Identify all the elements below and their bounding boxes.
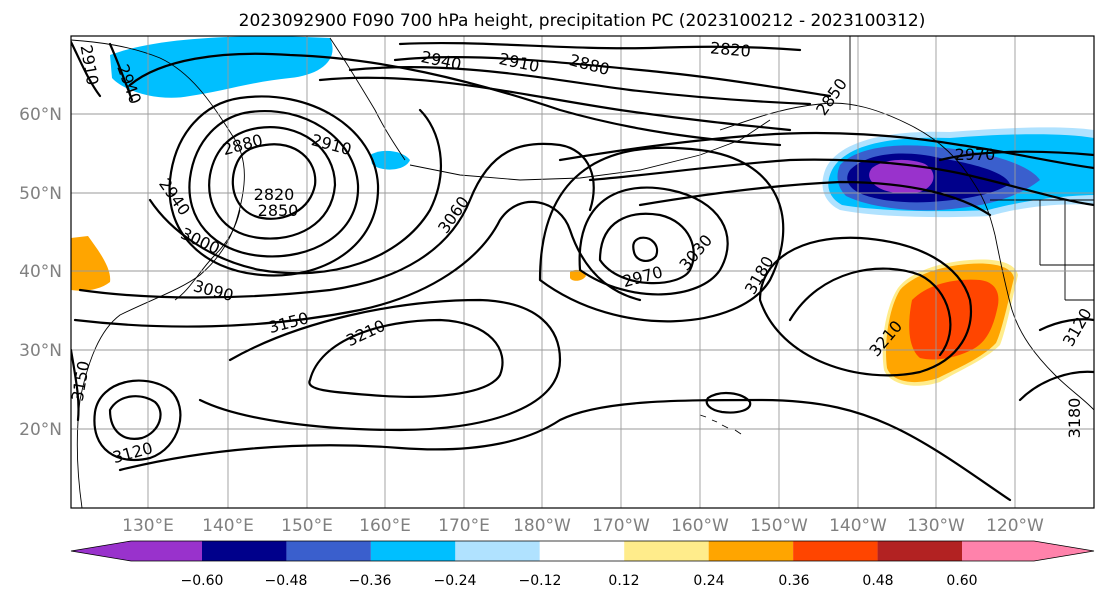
contour-low-4 bbox=[168, 95, 380, 277]
state-borders bbox=[1039, 200, 1094, 301]
colorbar-segment bbox=[202, 541, 287, 561]
precip-blob-japan-small bbox=[370, 150, 410, 170]
precip-blob-gulf-alaska-purple bbox=[869, 159, 934, 194]
lon-label: 170°E bbox=[438, 516, 490, 536]
contour-west-edge-2910 bbox=[71, 40, 102, 98]
lat-label: 50°N bbox=[19, 184, 62, 204]
lon-label: 140°E bbox=[202, 516, 254, 536]
contour-2940-north bbox=[128, 52, 782, 147]
colorbar-segment bbox=[286, 541, 371, 561]
contour-label: 2850 bbox=[258, 201, 299, 220]
figure-title: 2023092900 F090 700 hPa height, precipit… bbox=[239, 11, 926, 31]
contour-2850 bbox=[393, 56, 832, 98]
contour-ridge-1 bbox=[558, 131, 1094, 170]
precip-blob-nw-light-blue bbox=[110, 36, 333, 98]
coastline-asia bbox=[71, 39, 245, 508]
contour-low-3 bbox=[188, 109, 360, 258]
contour-ridge-3 bbox=[638, 180, 992, 217]
colorbar-tick-label: −0.60 bbox=[181, 573, 224, 589]
colorbar-segment bbox=[877, 541, 962, 561]
colorbar-outline bbox=[70, 540, 1095, 562]
contour-hawaii-high bbox=[705, 392, 752, 414]
contour-ridge-2 bbox=[588, 158, 1094, 207]
contour-label: 2820 bbox=[709, 38, 751, 60]
lon-label: 170°W bbox=[592, 516, 650, 536]
colorbar-segment bbox=[793, 541, 878, 561]
coastlines bbox=[71, 36, 1094, 508]
lon-label: 150°W bbox=[750, 516, 808, 536]
contour-3120-trough bbox=[538, 146, 785, 323]
lon-label: 140°W bbox=[829, 516, 887, 536]
contour-3210 bbox=[308, 318, 504, 398]
lat-label: 60°N bbox=[19, 105, 62, 125]
colorbar-segment bbox=[962, 541, 1094, 561]
contour-east-2970 bbox=[938, 150, 1094, 162]
colorbar-tick-label: −0.12 bbox=[519, 573, 562, 589]
colorbar-tick-label: 0.36 bbox=[778, 573, 809, 589]
lon-label: 160°W bbox=[671, 516, 729, 536]
contour-label: 2820 bbox=[254, 185, 295, 204]
colorbar-tick-label: 0.48 bbox=[862, 573, 893, 589]
colorbar-tick-labels: −0.60 −0.48 −0.36 −0.24 −0.12 0.12 0.24 … bbox=[181, 573, 978, 589]
contour-east-3180 bbox=[1018, 370, 1094, 402]
contour-low-1 bbox=[231, 143, 317, 220]
lon-label: 120°W bbox=[986, 516, 1044, 536]
coastline-aleutians bbox=[409, 119, 771, 181]
lon-label: 130°W bbox=[907, 516, 965, 536]
lat-label: 30°N bbox=[19, 341, 62, 361]
map-frame bbox=[70, 35, 1095, 509]
coastline-kamchatka bbox=[329, 37, 406, 161]
contour-2970-trough bbox=[598, 212, 695, 285]
colorbar-segment bbox=[708, 541, 794, 561]
hawaii-islands bbox=[699, 414, 742, 435]
contour-west-edge-2940 bbox=[108, 42, 134, 102]
contour-3030-trough bbox=[578, 186, 729, 296]
contour-3000 bbox=[148, 108, 442, 275]
contour-west-3150 bbox=[71, 348, 80, 422]
contour-east-3120 bbox=[1038, 318, 1094, 332]
colorbar-segment bbox=[71, 541, 202, 561]
contour-3060 bbox=[78, 142, 595, 299]
contour-3210-east bbox=[788, 267, 952, 357]
colorbar-tick-label: −0.36 bbox=[349, 573, 392, 589]
precip-blob-california-red bbox=[909, 279, 999, 360]
colorbar-segment bbox=[455, 541, 540, 561]
contour-trough-low bbox=[632, 236, 659, 262]
contour-label: 2970 bbox=[955, 145, 996, 164]
colorbar-segment bbox=[539, 541, 625, 561]
contour-2910-north bbox=[318, 76, 792, 132]
contour-low-2 bbox=[208, 126, 337, 240]
latitude-labels: 20°N 30°N 40°N 50°N 60°N bbox=[19, 105, 62, 440]
colorbar: −0.60 −0.48 −0.36 −0.24 −0.12 0.12 0.24 … bbox=[70, 540, 1095, 589]
colorbar-segment bbox=[624, 541, 709, 561]
colorbar-tick-label: 0.24 bbox=[693, 573, 724, 589]
lat-label: 20°N bbox=[19, 420, 62, 440]
contour-subtrop-west-2 bbox=[93, 379, 182, 462]
longitude-labels: 130°E 140°E 150°E 160°E 170°E 180°W 170°… bbox=[122, 516, 1044, 536]
precip-blob-west-light-orange bbox=[71, 236, 111, 291]
lon-label: 150°E bbox=[281, 516, 333, 536]
contour-2880-north bbox=[348, 66, 812, 106]
lon-label: 130°E bbox=[122, 516, 174, 536]
lon-label: 160°E bbox=[359, 516, 411, 536]
contour-3180-west bbox=[198, 298, 562, 432]
colorbar-segment bbox=[370, 541, 456, 561]
map-panel: 2940 2910 2880 2820 2850 2970 2880 2910 … bbox=[19, 35, 1096, 536]
coastline-alaska bbox=[719, 102, 996, 236]
colorbar-tick-label: −0.48 bbox=[265, 573, 308, 589]
contour-subtrop-south bbox=[118, 398, 1012, 502]
colorbar-tick-label: 0.12 bbox=[608, 573, 639, 589]
lon-label: 180°W bbox=[513, 516, 571, 536]
contour-3150 bbox=[73, 200, 642, 328]
colorbar-tick-label: −0.24 bbox=[434, 573, 477, 589]
height-contours bbox=[71, 40, 1094, 502]
contour-2820 bbox=[398, 41, 802, 52]
colorbar-tick-label: 0.60 bbox=[946, 573, 977, 589]
colorbar-segments bbox=[70, 540, 1095, 562]
contour-3180-east bbox=[758, 236, 972, 377]
contour-label: 3180 bbox=[1065, 398, 1084, 439]
lat-label: 40°N bbox=[19, 262, 62, 282]
contour-subtrop-west-1 bbox=[108, 395, 162, 440]
